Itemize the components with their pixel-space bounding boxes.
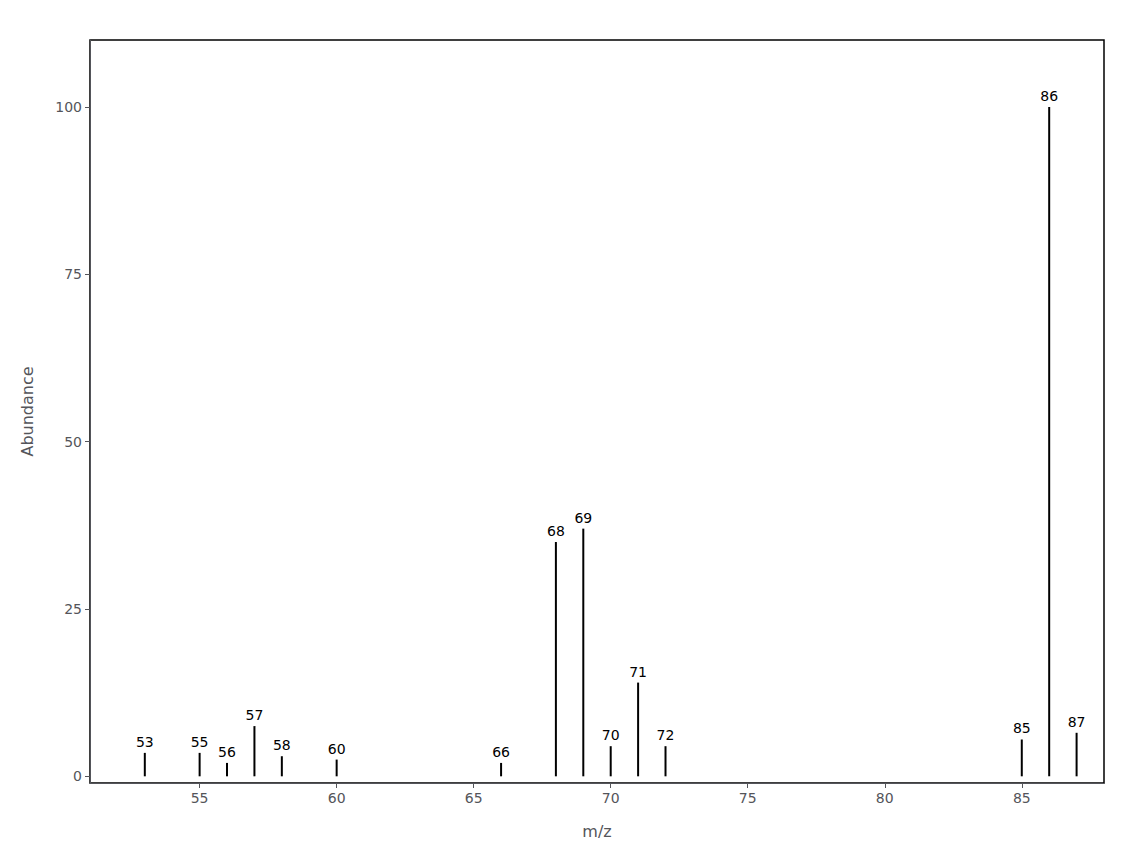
svg-text:0: 0 (73, 768, 82, 784)
svg-text:75: 75 (739, 790, 757, 806)
svg-text:70: 70 (602, 727, 620, 743)
svg-text:68: 68 (547, 523, 565, 539)
svg-text:71: 71 (629, 664, 647, 680)
svg-text:85: 85 (1013, 790, 1031, 806)
svg-text:85: 85 (1013, 720, 1031, 736)
svg-text:60: 60 (328, 741, 346, 757)
svg-text:72: 72 (657, 727, 675, 743)
svg-text:55: 55 (191, 790, 209, 806)
svg-text:100: 100 (55, 99, 82, 115)
svg-text:70: 70 (602, 790, 620, 806)
svg-text:87: 87 (1068, 714, 1086, 730)
svg-text:m/z: m/z (582, 822, 611, 841)
svg-text:60: 60 (328, 790, 346, 806)
svg-text:69: 69 (574, 510, 592, 526)
svg-text:75: 75 (64, 266, 82, 282)
svg-text:57: 57 (246, 707, 264, 723)
svg-text:86: 86 (1040, 88, 1058, 104)
svg-text:80: 80 (876, 790, 894, 806)
svg-text:53: 53 (136, 734, 154, 750)
svg-text:56: 56 (218, 744, 236, 760)
svg-text:66: 66 (492, 744, 510, 760)
svg-text:55: 55 (191, 734, 209, 750)
svg-text:50: 50 (64, 434, 82, 450)
svg-text:25: 25 (64, 601, 82, 617)
svg-text:58: 58 (273, 737, 291, 753)
svg-text:65: 65 (465, 790, 483, 806)
svg-text:Abundance: Abundance (18, 366, 37, 456)
